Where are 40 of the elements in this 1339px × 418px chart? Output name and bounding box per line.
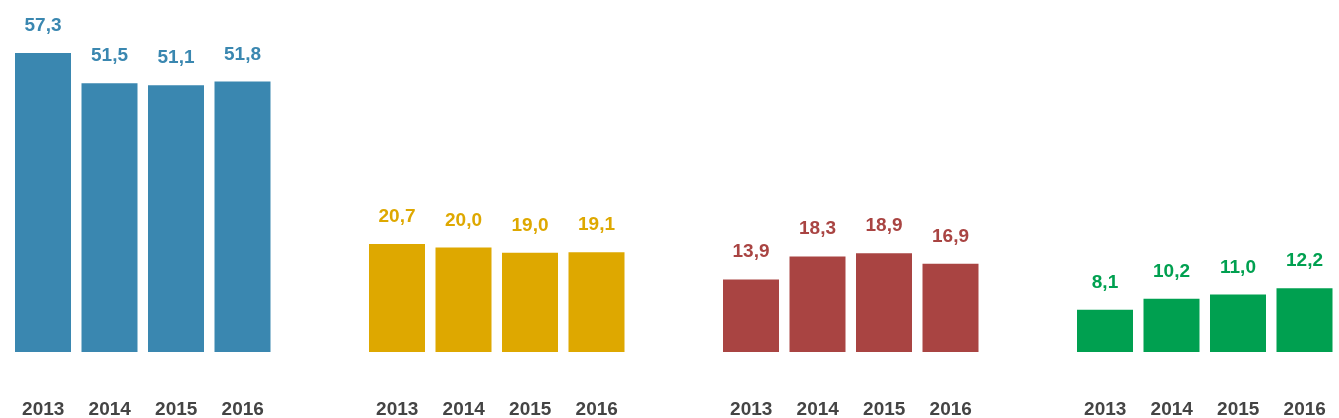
data-label: 51,5 [91, 44, 129, 66]
x-tick-label: 2015 [509, 398, 552, 418]
data-label: 20,7 [378, 204, 416, 226]
bar [723, 279, 779, 352]
data-label: 13,9 [732, 240, 770, 262]
data-label: 57,3 [24, 13, 62, 35]
x-tick-label: 2015 [1217, 398, 1260, 418]
data-label: 11,0 [1220, 255, 1256, 277]
bar [1210, 294, 1266, 352]
bar [922, 263, 979, 352]
data-label: 51,1 [157, 46, 195, 68]
bar [856, 253, 912, 352]
x-tick-label: 2016 [929, 398, 972, 418]
data-label: 10,2 [1153, 259, 1190, 281]
data-label: 12,2 [1286, 249, 1323, 271]
x-tick-label: 2016 [575, 398, 618, 418]
x-tick-label: 2013 [376, 398, 419, 418]
x-tick-label: 2013 [730, 398, 773, 418]
x-tick-label: 2013 [1084, 398, 1127, 418]
x-tick-label: 2013 [22, 398, 65, 418]
x-tick-label: 2014 [442, 398, 486, 418]
bar [1276, 288, 1333, 352]
x-tick-label: 2016 [221, 398, 264, 418]
data-label: 18,3 [799, 217, 836, 239]
x-tick-label: 2014 [796, 398, 840, 418]
x-tick-label: 2016 [1283, 398, 1326, 418]
data-label: 16,9 [932, 224, 969, 246]
data-label: 19,1 [578, 213, 616, 235]
data-label: 18,9 [865, 214, 903, 236]
data-label: 8,1 [1091, 270, 1119, 292]
x-tick-label: 2015 [863, 398, 906, 418]
bar [789, 256, 846, 352]
x-tick-label: 2015 [155, 398, 198, 418]
bar [1143, 298, 1200, 352]
data-label: 20,0 [445, 208, 482, 230]
x-tick-label: 2014 [88, 398, 132, 418]
data-label: 51,8 [224, 42, 261, 64]
x-tick-label: 2014 [1150, 398, 1194, 418]
data-label: 19,0 [511, 213, 549, 235]
bar [1077, 309, 1133, 352]
